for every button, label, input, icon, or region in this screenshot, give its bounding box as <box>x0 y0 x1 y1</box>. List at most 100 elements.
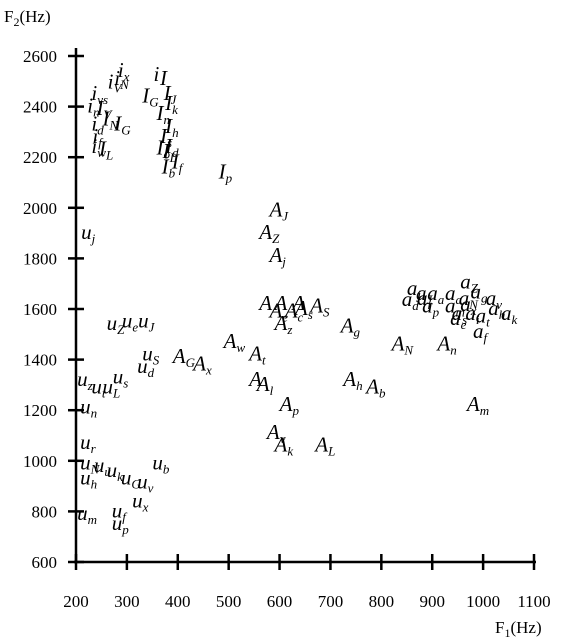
point-a-x-12: ax <box>460 292 477 318</box>
point-A-3: A <box>257 291 272 315</box>
point-I-n-7: In <box>155 101 170 127</box>
y-axis-label-sub: 2 <box>13 15 19 29</box>
point-u-j-0: uj <box>81 220 96 246</box>
point-A-p-22: Ap <box>278 392 300 418</box>
point-I-s-9: Is <box>159 124 172 150</box>
point-u-r-11: ur <box>80 430 97 456</box>
point-a-i-15: ai <box>465 301 480 327</box>
point-u-h-15: uh <box>80 466 97 492</box>
point-i-x-0: ix <box>118 58 130 84</box>
point-A-g-11: Ag <box>339 314 361 340</box>
point-a-t-17: at <box>476 304 491 330</box>
y-axis-label: F2(Hz) <box>4 7 51 29</box>
point-u-p-22: up <box>112 511 130 537</box>
point-a-g-5: ag <box>470 280 488 306</box>
x-tick-label-1000: 1000 <box>466 592 500 611</box>
point-I-0: I <box>159 66 168 90</box>
point-A-S-7: AS <box>308 293 330 319</box>
x-tick-label-600: 600 <box>267 592 293 611</box>
point-A-L-26: AL <box>313 433 335 459</box>
point-I-p-16: Ip <box>218 159 233 185</box>
point-a-a-3: aa <box>427 281 445 307</box>
point-a-s-14: as <box>452 301 468 327</box>
point-A-x-17: Ax <box>191 352 212 378</box>
point-a-j-1: aj <box>407 276 422 302</box>
axes <box>74 48 536 564</box>
point-u-N-12: uN <box>80 450 101 476</box>
y-tick-label-800: 800 <box>32 502 58 521</box>
point-A-j-2: Aj <box>267 243 286 269</box>
x-tick-label-1100: 1100 <box>517 592 550 611</box>
point-a-h-13: ah <box>488 296 505 322</box>
point-A-n-13: An <box>435 331 456 357</box>
point-A-h-20: Ah <box>341 367 362 393</box>
point-u-e-2: ue <box>122 309 139 335</box>
point-A-e-8: Ae <box>267 299 288 325</box>
y-tick-label-2400: 2400 <box>23 98 57 117</box>
y-tick-label-2000: 2000 <box>23 199 57 218</box>
point-a-m-11: am <box>445 293 465 319</box>
point-A-s-6: As <box>293 296 313 322</box>
point-a-k-16: ak <box>501 301 518 327</box>
point-u-v-18: uv <box>137 469 154 495</box>
point-u-z-7: uz <box>77 367 93 393</box>
point-a-a-4: aa <box>445 281 463 307</box>
point-I-h-8: Ih <box>164 114 179 140</box>
point-A-c-9: Ac <box>283 299 304 325</box>
y-tick-label-600: 600 <box>32 553 58 572</box>
point-u-d-5: ud <box>137 354 155 380</box>
y-tick-label-1200: 1200 <box>23 401 57 420</box>
x-tick-label-200: 200 <box>63 592 89 611</box>
point-I-J-2: IJ <box>163 81 178 107</box>
point-u-u-13: uu <box>94 453 112 479</box>
x-tick-label-500: 500 <box>216 592 242 611</box>
x-axis-label-sub: 1 <box>504 626 510 640</box>
point-i-f-7: if <box>92 124 104 150</box>
point-I-N-5: IN <box>102 106 120 132</box>
y-tick-label-1000: 1000 <box>23 452 57 471</box>
point-A-t-15: At <box>247 342 266 368</box>
point-I-k-3: Ik <box>164 91 178 117</box>
point-u-s-6: us <box>113 364 129 390</box>
point-I-G-1: IG <box>141 83 159 109</box>
point-u-k-16: uk <box>107 458 124 484</box>
x-axis-label: F1(Hz) <box>495 618 542 640</box>
point-u-J-3: uJ <box>138 309 156 335</box>
point-I-f-13: If <box>171 149 185 175</box>
point-A-N-12: AN <box>390 331 415 357</box>
tick-marks <box>68 54 536 570</box>
y-tick-label-1400: 1400 <box>23 351 57 370</box>
y-tick-label-1800: 1800 <box>23 249 57 268</box>
point-I-V-4: IV <box>95 96 113 122</box>
point-a-f-19: af <box>473 319 490 345</box>
point-A-k-25: Ak <box>273 433 294 459</box>
x-tick-label-900: 900 <box>419 592 445 611</box>
point-i-vs-3: ivs <box>91 81 108 107</box>
point-A-5: A <box>290 291 305 315</box>
point-i-5: i <box>153 62 159 86</box>
point-I-G-6: IG <box>113 111 131 137</box>
point-I-o-10: Io <box>155 135 170 161</box>
point-I-L-15: IL <box>98 137 113 163</box>
point-i-N-1: iN <box>114 66 130 92</box>
point-A-J-0: AJ <box>267 197 289 223</box>
point-A-z-10: Az <box>273 311 293 337</box>
tick-labels: 200 300 400 500 600 700 800 900 1000 1100 600 800 10… <box>23 47 551 611</box>
point-A-v-24: Av <box>265 420 286 446</box>
point-a-Z-0: aZ <box>460 269 479 295</box>
point-a-N-9: aN <box>459 286 480 312</box>
point-u-f-20: uf <box>112 498 129 524</box>
x-tick-label-800: 800 <box>369 592 395 611</box>
point-A-Z-1: AZ <box>257 220 280 246</box>
point-I-d-14: Id <box>164 134 179 160</box>
point-u-t-8: ut <box>91 374 106 400</box>
point-u-n-10: un <box>80 395 97 421</box>
point-I-L-11: IL <box>162 139 177 165</box>
point-i-w-8: iw <box>91 134 106 160</box>
point-i-V-2: iV <box>108 70 124 96</box>
point-i-d-6: id <box>91 111 104 137</box>
x-tick-label-700: 700 <box>318 592 344 611</box>
x-axis-label-unit: (Hz) <box>510 618 541 637</box>
